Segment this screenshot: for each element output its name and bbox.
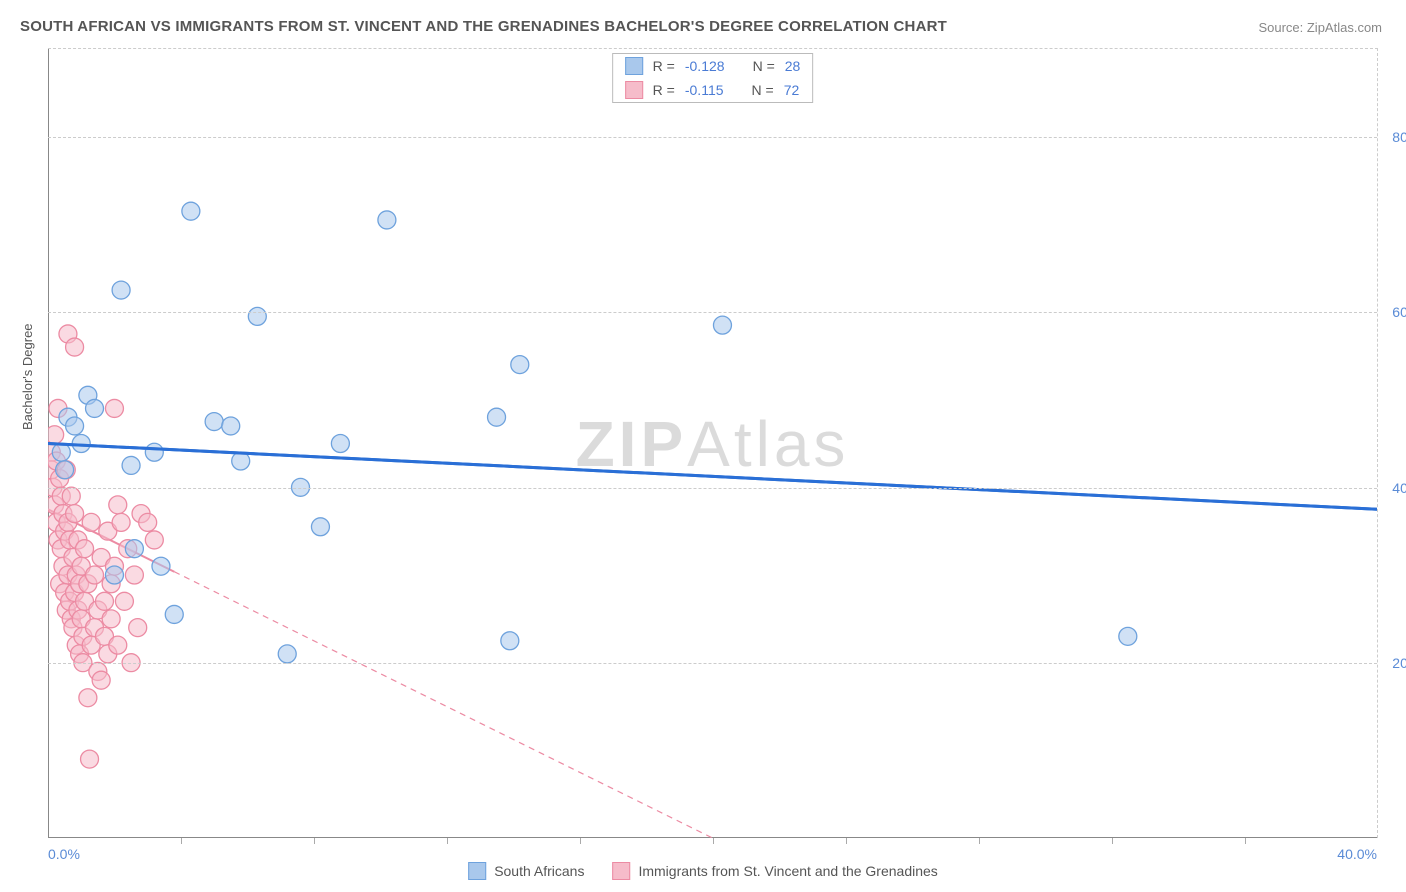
y-tick-label: 40.0% — [1392, 480, 1406, 496]
legend-item-0: South Africans — [468, 862, 584, 880]
r-label: R = — [653, 58, 675, 74]
y-tick-label: 60.0% — [1392, 304, 1406, 320]
x-minor-tick — [447, 838, 448, 844]
x-minor-tick — [1112, 838, 1113, 844]
legend-stats-row-1: R = -0.115 N = 72 — [613, 78, 813, 102]
legend-series-label: Immigrants from St. Vincent and the Gren… — [638, 863, 937, 879]
legend-swatch-icon — [612, 862, 630, 880]
x-minor-tick — [846, 838, 847, 844]
r-value: -0.128 — [685, 58, 725, 74]
legend-series-label: South Africans — [494, 863, 584, 879]
legend-swatch-icon — [625, 81, 643, 99]
x-minor-tick — [1245, 838, 1246, 844]
gridline — [48, 312, 1377, 313]
n-value: 72 — [784, 82, 800, 98]
y-axis-label: Bachelor's Degree — [20, 323, 35, 430]
x-minor-tick — [314, 838, 315, 844]
gridline — [48, 663, 1377, 664]
gridline — [48, 488, 1377, 489]
legend-item-1: Immigrants from St. Vincent and the Gren… — [612, 862, 937, 880]
chart-area: ZIPAtlas R = -0.128 N = 28 R = -0.115 N … — [48, 48, 1378, 838]
x-minor-tick — [979, 838, 980, 844]
legend-swatch-icon — [625, 57, 643, 75]
gridline — [48, 137, 1377, 138]
legend-swatch-icon — [468, 862, 486, 880]
x-minor-tick — [713, 838, 714, 844]
x-minor-tick — [580, 838, 581, 844]
y-tick-label: 20.0% — [1392, 655, 1406, 671]
n-value: 28 — [785, 58, 801, 74]
n-label: N = — [752, 82, 774, 98]
r-value: -0.115 — [685, 82, 724, 98]
x-minor-tick — [181, 838, 182, 844]
x-tick-left: 0.0% — [48, 846, 80, 862]
chart-title: SOUTH AFRICAN VS IMMIGRANTS FROM ST. VIN… — [20, 18, 947, 35]
r-label: R = — [653, 82, 675, 98]
y-tick-label: 80.0% — [1392, 129, 1406, 145]
legend-stats: R = -0.128 N = 28 R = -0.115 N = 72 — [612, 53, 814, 103]
legend-bottom: South Africans Immigrants from St. Vince… — [468, 862, 938, 880]
n-label: N = — [753, 58, 775, 74]
source-label: Source: ZipAtlas.com — [1258, 20, 1382, 35]
scatter-plot — [48, 49, 1377, 838]
legend-stats-row-0: R = -0.128 N = 28 — [613, 54, 813, 78]
x-tick-right: 40.0% — [1337, 846, 1377, 862]
